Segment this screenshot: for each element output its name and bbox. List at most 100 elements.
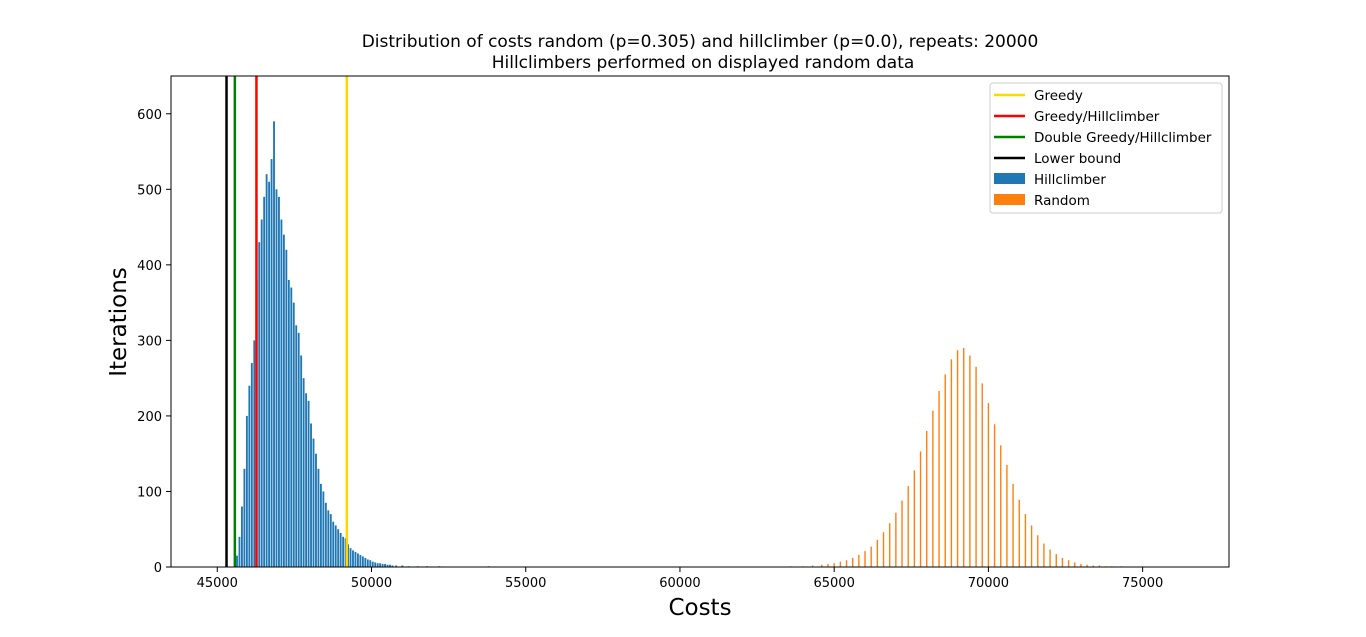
random-bar [1067, 560, 1070, 567]
random-bar [895, 512, 897, 567]
y-axis-label: Iterations [106, 267, 132, 377]
hillclimber-bar [241, 506, 243, 567]
hillclimber-bar [297, 332, 300, 567]
random-bar [1092, 565, 1094, 567]
legend-double-greedy-label: Double Greedy/Hillclimber [1034, 130, 1212, 146]
hillclimber-bar [395, 565, 398, 567]
hillclimber-bar [292, 302, 295, 567]
x-axis-label: Costs [668, 595, 731, 621]
hillclimber-bar [369, 560, 372, 567]
x-tick-label: 70000 [968, 576, 1009, 591]
x-tick-label: 50000 [351, 576, 392, 591]
x-tick-label: 75000 [1122, 576, 1163, 591]
random-bar [975, 366, 977, 567]
chart-subtitle: Hillclimbers performed on displayed rand… [492, 53, 915, 73]
legend-greedy-label: Greedy [1034, 88, 1083, 104]
random-bar [851, 557, 854, 567]
legend-random-label: Random [1034, 193, 1090, 209]
random-bar [864, 551, 866, 567]
reference-lines [225, 76, 349, 567]
hillclimber-bar [339, 533, 342, 567]
hillclimber-bar [361, 556, 364, 567]
y-tick-label: 400 [137, 259, 162, 274]
hillclimber-bar [253, 340, 256, 567]
legend-lower-bound-label: Lower bound [1034, 151, 1121, 167]
hillclimber-bar [364, 557, 367, 567]
legend-greedy-hillclimber-label: Greedy/Hillclimber [1034, 109, 1160, 125]
hillclimber-bar [268, 181, 271, 567]
hillclimber-bar [238, 536, 241, 567]
random-bar [821, 564, 823, 567]
random-bar [845, 560, 848, 567]
x-tick-label: 55000 [505, 576, 546, 591]
hillclimber-bar [273, 121, 275, 568]
hillclimber-bar [381, 563, 384, 567]
random-bar [950, 359, 953, 567]
random-bar [907, 486, 909, 567]
hillclimber-bar [295, 325, 298, 567]
hillclimber-bar [315, 453, 317, 567]
hillclimber-bar [337, 529, 340, 567]
y-axis-ticks: 0 100 200 300 400 500 600 [137, 108, 171, 576]
random-bar [932, 410, 934, 567]
hillclimber-bar [349, 548, 352, 567]
random-bar [839, 561, 842, 567]
y-tick-label: 200 [137, 410, 162, 425]
hillclimber-bar [285, 249, 288, 567]
random-bar [901, 500, 903, 567]
random-bar [811, 565, 814, 567]
hillclimber-bar [287, 279, 290, 567]
random-bar [963, 347, 965, 567]
random-bar [1043, 543, 1045, 567]
x-tick-label: 60000 [659, 576, 700, 591]
random-bar [882, 532, 885, 567]
hillclimber-bar [376, 563, 379, 567]
x-axis-ticks: 45000 50000 55000 60000 65000 70000 75000 [197, 567, 1163, 591]
y-tick-label: 0 [154, 561, 162, 576]
hillclimber-bar [324, 502, 327, 567]
hillclimber-bar [329, 514, 332, 567]
hillclimber-bar [280, 219, 283, 567]
hillclimber-bar [260, 219, 263, 567]
x-tick-label: 65000 [813, 576, 854, 591]
random-bar [858, 554, 860, 567]
hillclimber-bars [236, 121, 490, 568]
hillclimber-bar [236, 555, 238, 567]
random-bar [870, 546, 872, 567]
random-bar [1086, 564, 1088, 567]
hillclimber-bar [300, 355, 303, 567]
hillclimber-bar [322, 491, 325, 567]
hillclimber-bar [243, 468, 246, 567]
random-bar [913, 470, 916, 567]
hillclimber-bar [270, 159, 273, 568]
y-tick-label: 300 [137, 334, 162, 349]
hillclimber-bar [371, 561, 374, 567]
x-tick-label: 45000 [197, 576, 238, 591]
random-bars [790, 347, 1122, 567]
random-bar [969, 355, 971, 567]
hillclimber-bar [282, 234, 285, 567]
random-bar [944, 374, 946, 567]
legend-random-swatch [994, 194, 1025, 205]
random-bar [956, 350, 959, 567]
random-bar [1074, 562, 1076, 567]
hillclimber-bar [352, 550, 354, 567]
hillclimber-bar [275, 189, 278, 568]
random-bar [889, 523, 891, 567]
plot-frame [170, 75, 1230, 568]
chart-title: Distribution of costs random (p=0.305) a… [362, 32, 1039, 52]
random-bar [1037, 535, 1039, 567]
random-bar [938, 390, 940, 567]
random-bar [1080, 563, 1082, 567]
hillclimber-bar [263, 196, 266, 567]
hillclimber-bar [310, 423, 312, 567]
random-bar [1000, 445, 1002, 567]
legend-hillclimber-swatch [994, 173, 1025, 184]
random-bar [1012, 483, 1014, 567]
hillclimber-bar [342, 536, 345, 567]
hillclimber-bar [317, 468, 320, 567]
hillclimber-bar [250, 363, 253, 567]
hillclimber-bar [391, 565, 394, 567]
hillclimber-bar [327, 510, 330, 567]
